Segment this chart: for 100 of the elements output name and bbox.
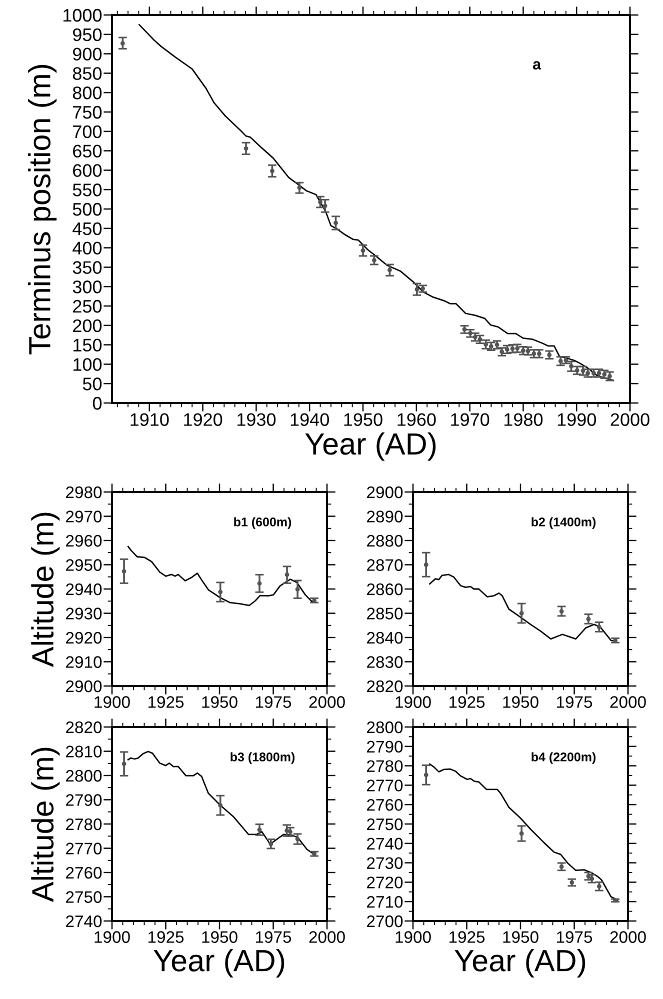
y-tick-label: 2720	[367, 876, 403, 888]
y-tick-label: 2820	[66, 721, 102, 734]
point	[360, 248, 366, 253]
y-tick-label: 2880	[367, 534, 403, 547]
x-tick-label: 1910	[130, 413, 169, 426]
point	[218, 590, 223, 594]
point	[414, 287, 420, 292]
y-tick-label: 750	[73, 106, 102, 119]
x-tick-label: 1950	[344, 413, 382, 426]
y-tick-label: 2780	[367, 760, 403, 772]
y-tick-label: 2830	[367, 656, 403, 668]
point	[295, 836, 300, 842]
point	[569, 364, 574, 368]
y-tick-label: 800	[72, 86, 102, 100]
y-tick-label: 2910	[66, 656, 102, 668]
point	[559, 609, 564, 614]
y-tick-label: 2740	[367, 838, 403, 850]
x-tick-label: 1900	[396, 931, 431, 943]
y-tick-label: 2710	[367, 896, 403, 908]
x-tick-label: 1950	[202, 696, 238, 708]
y-tick-label: 250	[73, 300, 102, 313]
x-tick-label: 1900	[396, 696, 431, 708]
point	[607, 374, 612, 378]
x-tick-label: 1925	[148, 696, 184, 708]
y-tick-label: 400	[72, 242, 102, 255]
y-tick-label: 2820	[367, 680, 403, 692]
y-tick-label: 2940	[66, 583, 102, 596]
point	[122, 569, 126, 574]
point	[334, 220, 338, 226]
x-tick-label: 2000	[610, 931, 646, 943]
x-tick-label: 1990	[558, 413, 596, 426]
point	[519, 831, 524, 836]
point	[270, 168, 274, 174]
point	[257, 828, 262, 832]
y-tick-label: 2800	[367, 721, 403, 734]
point	[122, 762, 126, 766]
y-tick-label: 500	[72, 202, 102, 216]
point	[586, 616, 591, 622]
y-tick-label: 2700	[367, 915, 403, 928]
y-tick-label: 2740	[66, 915, 102, 928]
x-tick-label: 1930	[237, 413, 276, 426]
line-series	[138, 24, 614, 382]
x-tick-label: 1975	[556, 696, 592, 708]
y-tick-label: 2840	[367, 632, 403, 644]
point	[244, 146, 248, 151]
x-tick-label: 1900	[94, 931, 130, 943]
y-tick-label: 650	[73, 144, 102, 158]
x-axis-title: Year (AD)	[305, 432, 436, 461]
point	[596, 624, 602, 630]
y-tick-label: 2900	[367, 486, 403, 498]
y-tick-label: 150	[74, 338, 102, 352]
y-tick-label: 2920	[66, 632, 102, 644]
y-axis-title: Altitude (m)	[31, 512, 60, 668]
x-tick-label: 1925	[148, 931, 184, 943]
point	[424, 772, 428, 778]
y-tick-label: 100	[74, 358, 102, 371]
x-tick-label: 1950	[503, 931, 538, 943]
x-tick-label: 1975	[556, 931, 592, 943]
y-tick-label: 300	[72, 280, 102, 294]
x-tick-label: 1950	[503, 696, 538, 708]
x-tick-label: 1950	[202, 931, 238, 943]
x-tick-label: 1970	[451, 413, 490, 426]
annotation: a	[532, 61, 542, 70]
point	[424, 562, 428, 567]
y-tick-label: 2870	[367, 559, 403, 571]
y-tick-label: 2790	[367, 740, 403, 753]
y-tick-label: 450	[72, 222, 102, 236]
y-tick-label: 550	[72, 184, 102, 196]
y-tick-label: 2960	[66, 534, 102, 547]
point	[284, 572, 290, 577]
y-tick-label: 2760	[66, 866, 102, 879]
y-tick-label: 900	[73, 48, 102, 61]
x-tick-label: 1975	[256, 696, 292, 708]
y-tick-label: 2930	[66, 608, 102, 620]
x-tick-label: 1925	[449, 696, 485, 708]
x-tick-label: 2000	[610, 696, 646, 708]
x-tick-label: 1980	[504, 413, 543, 426]
y-tick-label: 2970	[66, 510, 102, 522]
x-tick-label: 2000	[610, 413, 650, 426]
y-tick-label: 2980	[66, 486, 102, 498]
y-axis-title: Terminus position (m)	[28, 64, 57, 354]
y-tick-label: 2790	[66, 794, 102, 806]
x-tick-label: 1975	[256, 931, 292, 943]
annotation: b4 (2200m)	[532, 752, 596, 764]
y-tick-label: 2750	[367, 818, 403, 830]
x-tick-label: 2000	[309, 931, 345, 943]
y-tick-label: 2730	[367, 857, 403, 870]
y-tick-label: 2890	[367, 510, 403, 522]
point	[596, 884, 602, 888]
x-tick-label: 2000	[309, 696, 345, 708]
y-tick-label: 2810	[66, 746, 102, 758]
point	[519, 611, 524, 616]
point	[297, 185, 302, 190]
point	[284, 828, 290, 833]
point	[120, 41, 125, 46]
y-tick-label: 350	[72, 261, 102, 274]
point	[257, 581, 262, 586]
y-tick-label: 1000	[63, 8, 102, 22]
annotation: b2 (1400m)	[532, 517, 596, 529]
y-tick-label: 2850	[367, 608, 403, 620]
